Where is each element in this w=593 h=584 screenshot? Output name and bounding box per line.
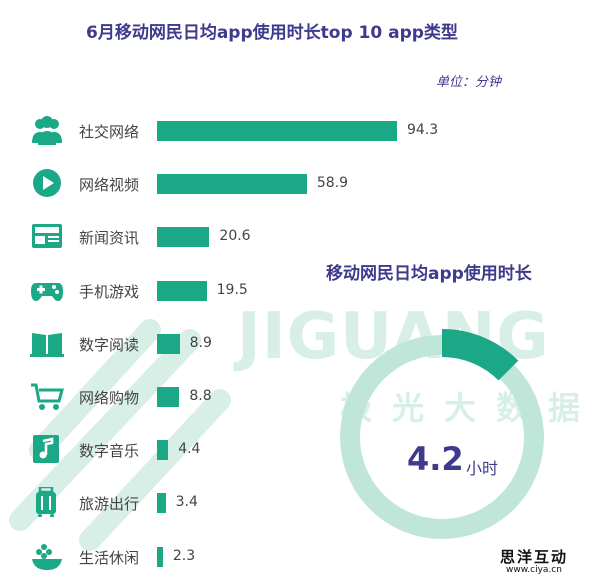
bar-row: 生活休闲 2.3: [0, 537, 593, 577]
data-label: 58.9: [316, 175, 349, 192]
data-label: 2.3: [172, 547, 196, 564]
category-label: 社交网络: [79, 123, 140, 141]
gamepad-icon: [31, 282, 63, 301]
data-label: 20.6: [219, 228, 251, 245]
data-label: 8.8: [189, 388, 212, 404]
cart-icon: [31, 383, 64, 410]
music-icon: [33, 435, 59, 464]
bar-row: 数字阅读 8.9: [0, 324, 593, 364]
data-label: 3.4: [175, 494, 198, 511]
donut-title: 移动网民日均app使用时长: [326, 264, 532, 284]
data-label: 94.3: [407, 122, 439, 138]
donut-highlight-segment: [442, 329, 519, 381]
bar-row: 新闻资讯 20.6: [0, 217, 593, 257]
bar: [157, 121, 397, 141]
people-icon: [32, 116, 62, 145]
bar: [157, 493, 166, 514]
bar: [157, 333, 180, 354]
data-label: 8.9: [189, 334, 212, 351]
data-label: 4.4: [178, 441, 201, 458]
bar-row: 旅游出行 3.4: [0, 483, 593, 523]
unit-label: 单位：分钟: [436, 75, 502, 90]
category-label: 旅游出行: [79, 495, 140, 514]
bar: [157, 227, 210, 248]
bar: [157, 174, 307, 195]
bar: [157, 546, 163, 567]
bar: [157, 440, 169, 461]
donut-chart: [340, 329, 544, 539]
chart-title: 6月移动网民日均app使用时长top 10 app类型: [86, 23, 458, 43]
donut-center-value: 4.2: [407, 440, 464, 478]
bar-row: 数字音乐 4.4: [0, 430, 593, 470]
category-label: 网络视频: [79, 176, 140, 195]
luggage-icon: [36, 487, 56, 518]
donut-center-unit: 小时: [466, 459, 499, 478]
category-label: 手机游戏: [79, 282, 140, 301]
bar: [157, 387, 180, 407]
play-icon: [33, 169, 61, 198]
bar-row: 社交网络 94.3: [0, 111, 593, 151]
category-label: 数字阅读: [79, 335, 140, 354]
category-label: 数字音乐: [79, 442, 140, 461]
category-label: 新闻资讯: [79, 229, 140, 248]
bar-row: 手机游戏 19.5: [0, 271, 593, 311]
leisure-icon: [32, 543, 62, 570]
category-label: 网络购物: [79, 389, 140, 407]
bar-row: 网络购物 8.8: [0, 377, 593, 417]
book-icon: [30, 332, 64, 357]
news-icon: [32, 224, 62, 249]
category-label: 生活休闲: [79, 548, 140, 567]
bar-row: 网络视频 58.9: [0, 164, 593, 204]
logo-url: www.ciya.cn: [506, 565, 562, 575]
data-label: 19.5: [216, 281, 248, 298]
logo-title: 思洋互动: [499, 548, 568, 566]
bar: [157, 280, 207, 301]
